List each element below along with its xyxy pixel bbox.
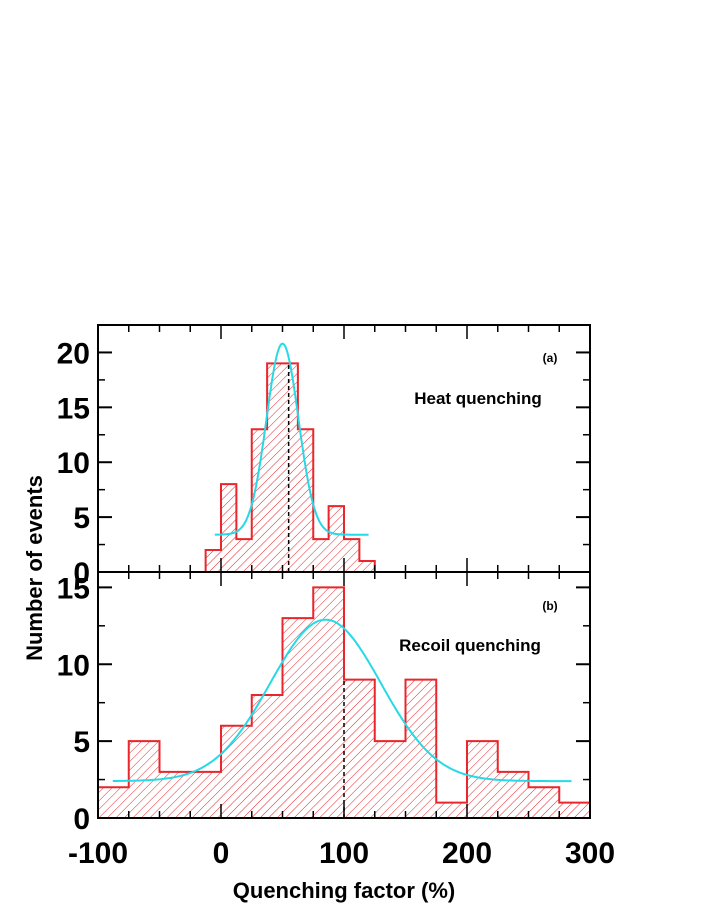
histogram-bin: [236, 539, 252, 572]
x-tick-label: 200: [442, 837, 492, 870]
histogram-bin: [190, 771, 221, 818]
y-tick-label: 0: [73, 557, 90, 590]
panel-label: Recoil quenching: [399, 636, 541, 655]
y-tick-label: 10: [57, 649, 90, 682]
gaussian-fit-curve: [214, 342, 369, 536]
histogram-bin: [359, 561, 375, 572]
histogram-bin: [98, 787, 129, 818]
y-tick-label: 20: [57, 337, 90, 370]
histogram-bin: [313, 539, 329, 572]
histogram-bin: [282, 618, 314, 818]
histogram-bin: [251, 695, 283, 818]
gaussian-fit-curve: [112, 618, 572, 783]
y-tick-label: 5: [73, 726, 90, 759]
histogram-bin: [497, 771, 529, 818]
histogram-bin: [374, 741, 406, 818]
histogram-outline: [97, 586, 591, 818]
histogram-bin: [405, 679, 437, 818]
histogram-bin: [205, 550, 221, 572]
histogram-bin: [344, 679, 375, 818]
y-tick-label: 5: [73, 502, 90, 535]
panel-tag: (b): [542, 599, 557, 613]
x-axis-ticks: -100 0 100 200 300: [68, 837, 615, 870]
histogram-bin: [436, 802, 467, 818]
panel-a: 0 5 10 15 20 (a) Heat quenching: [57, 324, 591, 590]
histogram-bin: [221, 484, 237, 572]
histogram-bin: [267, 363, 283, 572]
y-axis-title: Number of events: [22, 475, 47, 661]
histogram-bin: [344, 539, 360, 572]
histogram-outline: [204, 362, 376, 572]
histogram-bin: [528, 787, 560, 818]
panel-b: 0 5 10 15 (b) Recoil quenching: [57, 571, 591, 836]
histogram-bin: [282, 363, 298, 572]
y-tick-label: 15: [57, 572, 90, 605]
x-tick-label: 300: [565, 837, 615, 870]
histogram-bin: [559, 802, 590, 818]
histogram-bin: [251, 429, 268, 572]
y-tick-label: 0: [73, 803, 90, 836]
x-tick-label: 0: [213, 837, 230, 870]
panel-label: Heat quenching: [414, 389, 542, 408]
y-tick-label: 15: [57, 392, 90, 425]
histogram-bin: [313, 587, 344, 818]
panel-tag: (a): [543, 351, 558, 365]
x-tick-label: -100: [68, 837, 128, 870]
x-axis-title: Quenching factor (%): [233, 878, 455, 903]
histogram-bin: [328, 506, 344, 572]
histogram-bin: [297, 429, 314, 572]
histogram-bin: [221, 725, 252, 818]
x-tick-label: 100: [319, 837, 369, 870]
y-tick-label: 10: [57, 447, 90, 480]
